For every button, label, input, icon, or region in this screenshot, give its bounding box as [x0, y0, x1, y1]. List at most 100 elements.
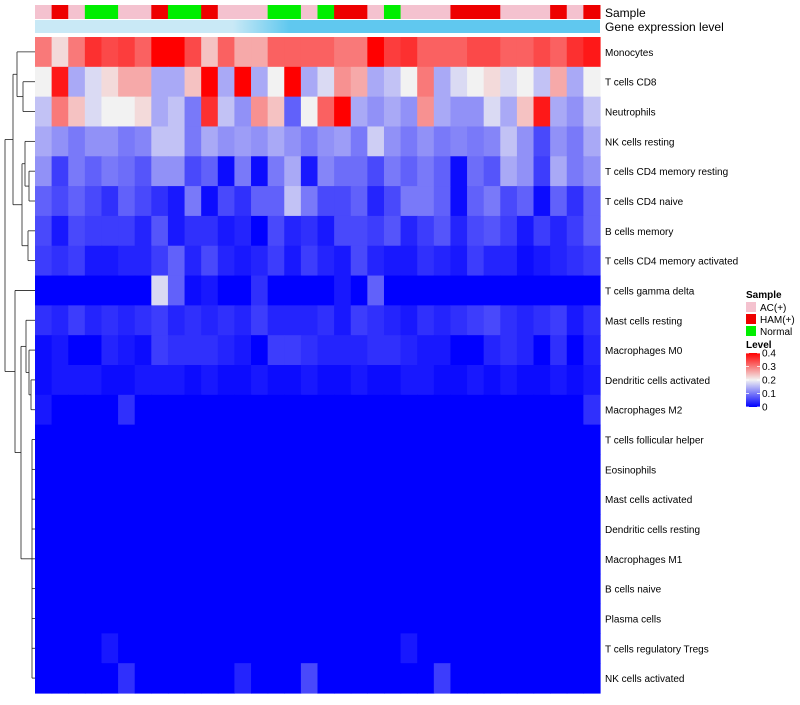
heatmap-cell [566, 275, 584, 306]
heatmap-cell [84, 394, 103, 426]
heatmap-cell [284, 365, 302, 396]
heatmap-cell [201, 37, 219, 68]
heatmap-cell [483, 215, 501, 247]
sample-annotation-cell [35, 5, 53, 19]
heatmap-cell [467, 156, 485, 187]
heatmap-cell [550, 424, 568, 456]
heatmap-cell [317, 484, 335, 515]
heatmap-cell [284, 275, 302, 306]
heatmap-cell [483, 424, 501, 456]
sample-annotation-cell [217, 5, 235, 19]
heatmap-cell [35, 365, 53, 396]
heatmap-cell [101, 424, 119, 456]
heatmap-cell [234, 365, 252, 396]
sample-annotation-cell [417, 5, 435, 19]
heatmap-cell [467, 424, 485, 456]
heatmap-cell [583, 514, 601, 545]
heatmap-cell [217, 335, 236, 366]
heatmap-cell [35, 514, 53, 545]
heatmap-cell [483, 126, 501, 157]
heatmap-cell [317, 66, 335, 98]
heatmap-cell [533, 156, 551, 187]
heatmap-cell [217, 424, 236, 456]
heatmap-cell [35, 633, 53, 664]
heatmap-cell [500, 37, 518, 68]
heatmap-cell [267, 663, 285, 694]
heatmap-cell [51, 424, 69, 456]
heatmap-cell [400, 514, 418, 545]
heatmap-cell [284, 424, 302, 456]
heatmap-cell [516, 126, 535, 157]
sample-annotation-cell [566, 5, 584, 19]
heatmap-cell [583, 126, 601, 157]
heatmap-cell [251, 543, 269, 575]
row-label: Monocytes [605, 48, 653, 59]
heatmap-cell [151, 335, 169, 366]
heatmap-cell [84, 663, 103, 694]
heatmap-cell [583, 484, 601, 515]
heatmap-cell [467, 96, 485, 128]
heatmap-cell [234, 335, 252, 366]
heatmap-cell [533, 215, 551, 247]
heatmap-cell [467, 454, 485, 485]
heatmap-cell [84, 514, 103, 545]
heatmap-cell [267, 484, 285, 515]
heatmap-cell [533, 275, 551, 306]
heatmap-cell [483, 603, 501, 634]
heatmap-cell [68, 96, 86, 128]
heatmap-cell [284, 305, 302, 336]
heatmap-cell [184, 215, 202, 247]
heatmap-cell [134, 215, 152, 247]
heatmap-cell [400, 633, 418, 664]
heatmap-cell [151, 66, 169, 98]
heatmap-cell [350, 215, 368, 247]
heatmap-cell [118, 633, 136, 664]
heatmap-cell [533, 663, 551, 694]
heatmap-cell [566, 245, 584, 277]
sample-annotation-cell [300, 5, 318, 19]
heatmap-cell [383, 454, 402, 485]
heatmap-cell [68, 66, 86, 98]
heatmap-cell [317, 543, 335, 575]
heatmap-cell [151, 96, 169, 128]
heatmap-cell [84, 305, 103, 336]
heatmap-cell [483, 66, 501, 98]
heatmap-cell [201, 573, 219, 605]
annotation-title-gene-expression: Gene expression level [605, 20, 724, 34]
heatmap-cell [151, 424, 169, 456]
heatmap-cell [433, 66, 452, 98]
heatmap-cell [400, 335, 418, 366]
sample-annotation-cell [450, 5, 468, 19]
heatmap-cell [234, 96, 252, 128]
heatmap-cell [533, 335, 551, 366]
heatmap-cell [267, 215, 285, 247]
heatmap-cell [583, 186, 601, 217]
heatmap-cell [566, 305, 584, 336]
heatmap-cell [167, 305, 186, 336]
heatmap-cell [417, 484, 435, 515]
heatmap-cell [134, 484, 152, 515]
heatmap-cell [201, 424, 219, 456]
heatmap-cell [51, 96, 69, 128]
heatmap-cell [300, 424, 319, 456]
sample-annotation-cell [400, 5, 418, 19]
heatmap-cell [51, 365, 69, 396]
heatmap-cell [101, 37, 119, 68]
heatmap-cell [334, 37, 352, 68]
heatmap-cell [334, 186, 352, 217]
heatmap-cell [167, 663, 186, 694]
heatmap-cell [317, 424, 335, 456]
heatmap-cell [500, 514, 518, 545]
heatmap-cell [433, 573, 452, 605]
heatmap-cell [184, 603, 202, 634]
heatmap-cell [433, 424, 452, 456]
heatmap-cell [300, 573, 319, 605]
heatmap-cell [251, 126, 269, 157]
heatmap-cell [184, 543, 202, 575]
heatmap-cell [367, 603, 385, 634]
heatmap-cell [317, 454, 335, 485]
heatmap-cell [550, 573, 568, 605]
heatmap-cell [483, 186, 501, 217]
heatmap-cell [217, 454, 236, 485]
heatmap-cell [367, 514, 385, 545]
